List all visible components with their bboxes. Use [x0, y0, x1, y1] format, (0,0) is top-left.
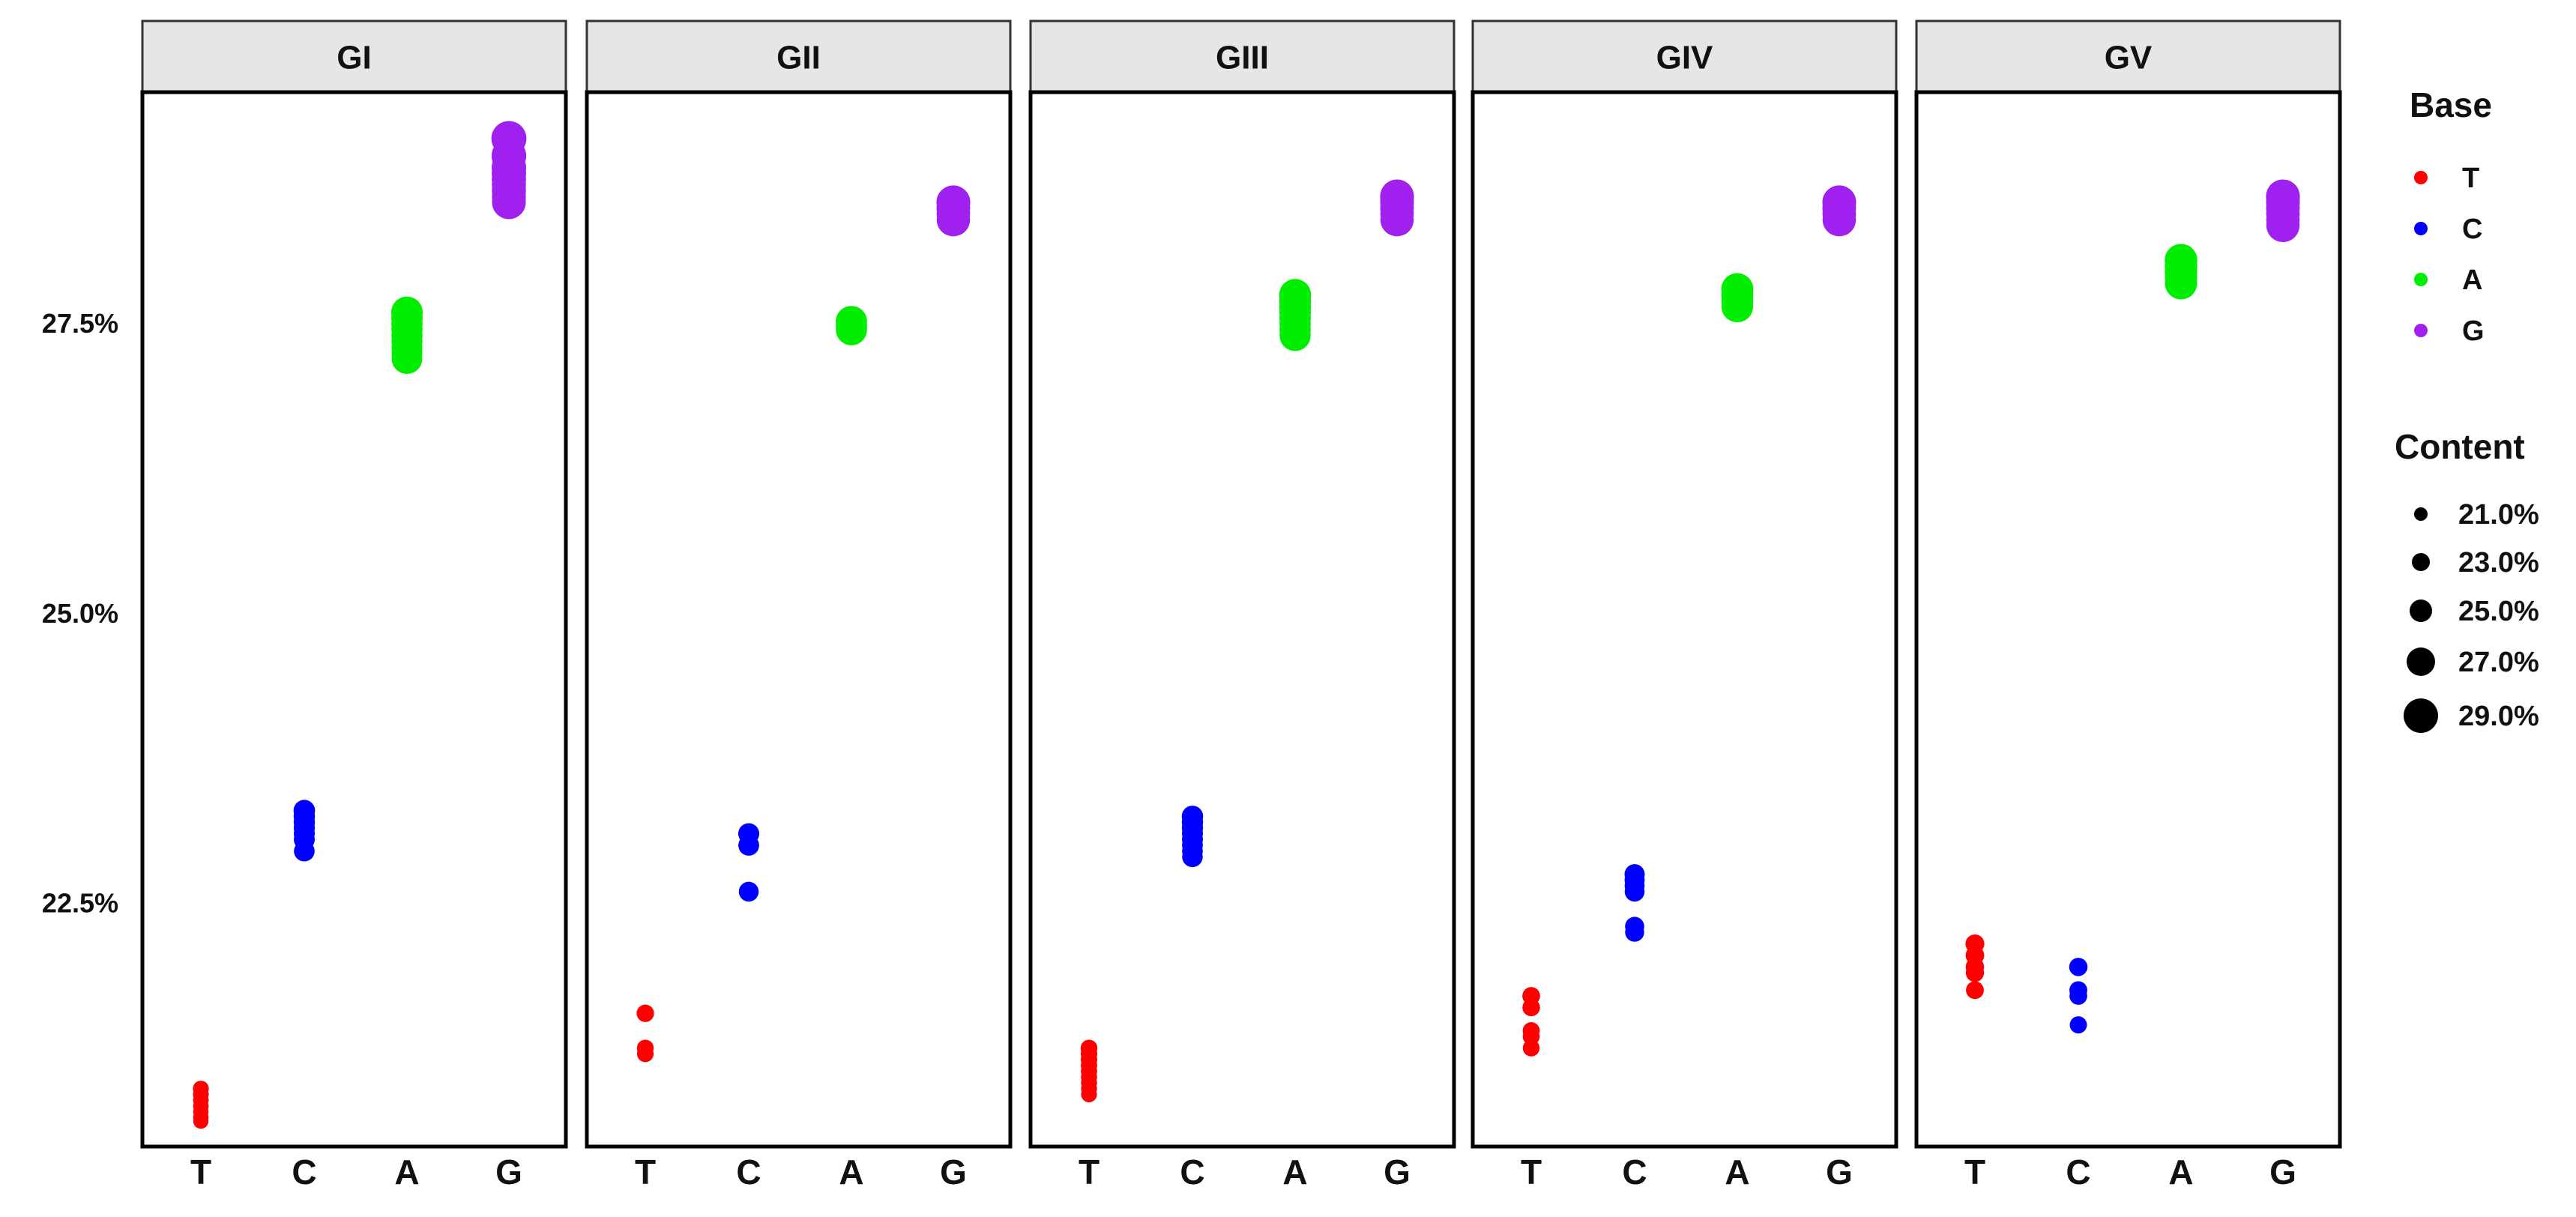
legend-content-title: Content	[2395, 427, 2525, 466]
data-point-t	[1522, 1039, 1540, 1057]
data-point-t	[1081, 1086, 1097, 1102]
legend-size-swatch	[2404, 698, 2438, 733]
data-point-c	[1182, 846, 1203, 868]
x-tick-label: C	[2066, 1153, 2090, 1192]
facet-strip-label: GIV	[1656, 40, 1713, 76]
facet-strip-label: GII	[776, 40, 821, 76]
data-point-c	[738, 881, 759, 902]
legend-content-label: 23.0%	[2458, 547, 2539, 579]
data-point-t	[636, 1004, 654, 1022]
x-tick-label: C	[736, 1153, 761, 1192]
facet-plot-area	[585, 90, 1013, 1149]
x-tick-label: G	[1826, 1153, 1853, 1192]
x-tick-label: G	[940, 1153, 967, 1192]
x-tick-label: A	[1725, 1153, 1749, 1192]
data-point-t	[636, 1045, 654, 1063]
data-point-t	[1522, 1027, 1540, 1045]
legend-content-label: 21.0%	[2458, 499, 2539, 531]
x-tick-label: G	[2269, 1153, 2296, 1192]
x-tick-label: T	[1964, 1153, 1985, 1192]
x-tick-label: T	[635, 1153, 656, 1192]
data-point-c	[2069, 1016, 2087, 1034]
data-point-c	[2069, 987, 2087, 1005]
legend-size-swatch	[2410, 600, 2432, 622]
x-tick-label: T	[190, 1153, 211, 1192]
facet-strip	[141, 19, 567, 94]
facet-panel-gv: GV T C A G	[1914, 19, 2342, 1192]
x-tick-label: A	[1282, 1153, 1307, 1192]
facet-strip	[1471, 19, 1898, 94]
data-point-t	[1522, 998, 1540, 1017]
legend-content-label: 25.0%	[2458, 596, 2539, 627]
data-point-t	[1966, 981, 1984, 1000]
legend-base-label: A	[2462, 265, 2482, 296]
data-point-g	[492, 185, 526, 220]
facet-strip-label: GIII	[1216, 40, 1269, 76]
y-tick-label: 25.0%	[42, 598, 118, 629]
x-tick-label: G	[495, 1153, 522, 1192]
x-tick-label: C	[292, 1153, 316, 1192]
data-point-c	[294, 840, 315, 862]
data-point-g	[1380, 202, 1414, 237]
data-point-g	[1822, 202, 1856, 237]
data-point-a	[836, 314, 867, 345]
x-tick-label: T	[1521, 1153, 1542, 1192]
legend-swatch-g	[2414, 324, 2428, 337]
facet-plot-area	[1028, 90, 1456, 1149]
data-point-g	[2266, 208, 2300, 243]
facet-panel-gi: GI T C A G	[140, 19, 568, 1192]
legend-swatch-c	[2414, 222, 2428, 235]
x-tick-label: C	[1180, 1153, 1204, 1192]
data-point-c	[738, 835, 759, 856]
facet-panel-giv: GIV T C A G	[1471, 19, 1898, 1192]
data-point-t	[1965, 963, 1985, 982]
y-tick-label: 27.5%	[42, 308, 118, 339]
data-point-a	[1279, 319, 1311, 351]
facet-strip	[1029, 19, 1456, 94]
legend-base-label: C	[2462, 214, 2482, 245]
facet-strip	[585, 19, 1012, 94]
legend-base-label: T	[2462, 163, 2479, 194]
legend-base-title: Base	[2410, 85, 2492, 124]
x-tick-label: A	[2168, 1153, 2193, 1192]
facet-panel-giii: GIII T C A G	[1028, 19, 1456, 1192]
legend-swatch-a	[2414, 273, 2428, 286]
data-point-t	[193, 1113, 209, 1129]
facet-plot-area	[1471, 90, 1898, 1149]
data-point-c	[2069, 958, 2088, 976]
x-tick-label: A	[839, 1153, 863, 1192]
y-tick-label: 22.5%	[42, 887, 118, 918]
data-point-g	[936, 202, 971, 237]
x-tick-label: A	[394, 1153, 419, 1192]
legend-size-swatch	[2407, 647, 2435, 676]
data-point-c	[1624, 881, 1645, 902]
facet-strip	[1915, 19, 2341, 94]
legend-size-swatch	[2414, 507, 2428, 521]
facet-plot-area	[1914, 90, 2342, 1149]
facet-strip-label: GV	[2105, 40, 2153, 76]
x-tick-label: C	[1622, 1153, 1647, 1192]
legend-content-label: 29.0%	[2458, 701, 2539, 732]
legend-content-label: 27.0%	[2458, 647, 2539, 678]
facet-panel-gii: GII T C A G	[585, 19, 1013, 1192]
facet-strip-label: GI	[337, 40, 371, 76]
x-tick-label: T	[1079, 1153, 1100, 1192]
facet-plot-area	[140, 90, 568, 1149]
legend-size-swatch	[2412, 553, 2430, 571]
data-point-a	[1721, 290, 1754, 323]
legend-swatch-t	[2414, 171, 2428, 184]
data-point-a	[391, 343, 423, 375]
data-point-c	[1625, 922, 1644, 942]
x-tick-label: G	[1384, 1153, 1411, 1192]
data-point-a	[2165, 267, 2198, 300]
legend-base-label: G	[2462, 315, 2485, 347]
